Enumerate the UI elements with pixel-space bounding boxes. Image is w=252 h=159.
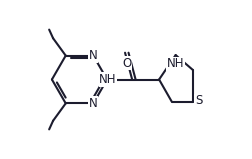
Text: NH: NH — [99, 73, 117, 86]
Text: N: N — [89, 97, 98, 110]
Text: NH: NH — [167, 57, 184, 70]
Text: O: O — [122, 57, 131, 70]
Text: S: S — [195, 94, 202, 107]
Text: N: N — [89, 49, 98, 62]
